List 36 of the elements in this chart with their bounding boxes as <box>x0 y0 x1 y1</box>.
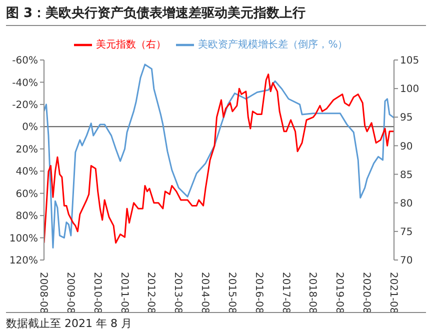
chart-title: 图 3：美欧央行资产负债表增速差驱动美元指数上行 <box>6 4 426 26</box>
x-tick-label: 2019-08 <box>334 272 345 314</box>
y-tick-label: 120% <box>9 256 38 267</box>
y-tick-label: -20% <box>12 100 38 111</box>
legend-label: 美欧资产规模增长差（倒序，%） <box>198 40 348 51</box>
x-tick-label: 2015-08 <box>226 272 237 314</box>
y-tick-label: 0% <box>22 122 38 134</box>
x-tick-label: 2016-08 <box>252 272 264 314</box>
y-tick-label: 40% <box>16 166 38 178</box>
y-tick-label: 60% <box>16 188 38 200</box>
y2-tick-label: 95 <box>400 112 413 124</box>
x-tick-label: 2018-08 <box>306 272 318 314</box>
legend-label: 美元指数（右） <box>96 40 166 51</box>
y2-tick-label: 70 <box>400 256 413 267</box>
x-tick-label: 2014-08 <box>199 272 210 314</box>
y2-tick-label: 80 <box>400 198 413 210</box>
x-tick-label: 2011-08 <box>118 272 130 314</box>
y2-tick-label: 85 <box>400 170 413 181</box>
y-tick-label: 100% <box>9 233 38 244</box>
x-tick-label: 2008-08 <box>38 272 48 314</box>
y2-tick-label: 100 <box>400 84 420 96</box>
x-tick-label: 2013-08 <box>172 272 184 314</box>
x-tick-label: 2012-08 <box>145 272 156 314</box>
y-tick-label: -40% <box>12 78 38 89</box>
x-tick-label: 2021-08 <box>388 272 398 314</box>
y2-tick-label: 105 <box>400 56 420 67</box>
y2-tick-label: 90 <box>400 141 413 152</box>
y-tick-label: 80% <box>16 211 38 222</box>
y-tick-label: -60% <box>12 56 38 67</box>
y2-tick-label: 75 <box>400 226 413 238</box>
x-tick-label: 2010-08 <box>91 272 102 314</box>
x-tick-label: 2020-08 <box>360 272 372 314</box>
x-tick-label: 2017-08 <box>280 272 291 314</box>
y-tick-label: 20% <box>16 144 38 156</box>
text: 数据截止至 2021 年 8 月 <box>6 317 132 330</box>
x-tick-label: 2009-08 <box>64 272 76 314</box>
